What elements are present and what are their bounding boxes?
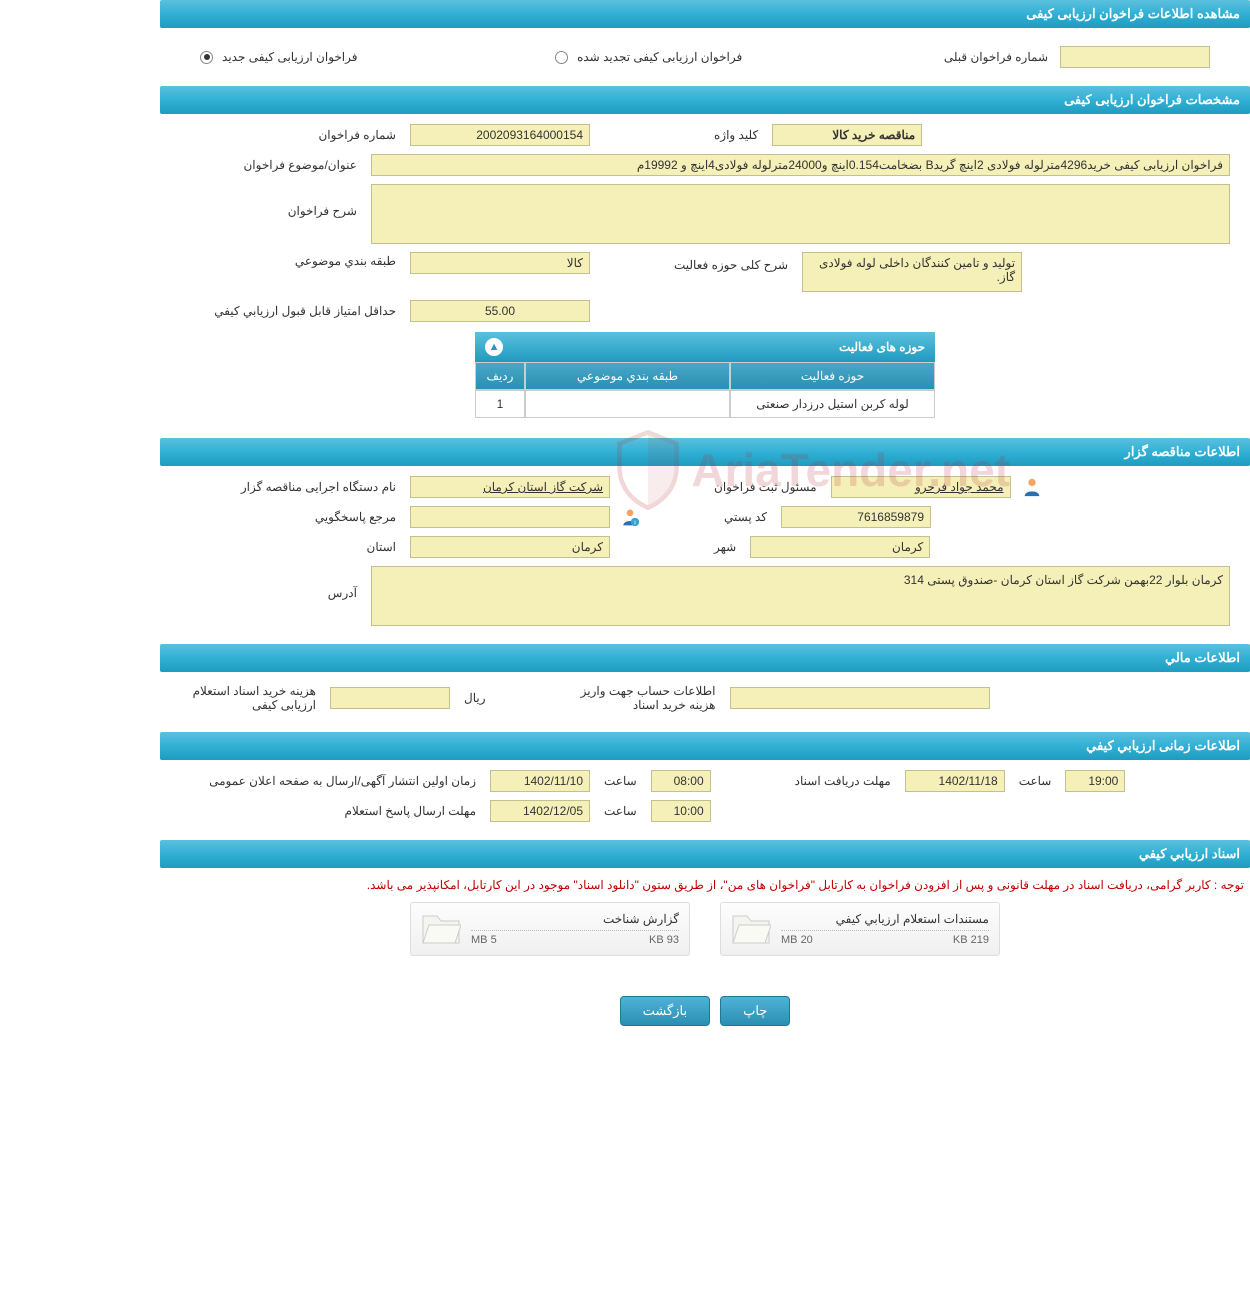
doc-limit: 20 MB — [781, 934, 813, 946]
cost-field — [330, 687, 450, 709]
info-user-icon[interactable]: i — [620, 507, 640, 527]
subject-label: عنوان/موضوع فراخوان — [180, 156, 361, 174]
account-field — [730, 687, 990, 709]
deadline-date-field: 1402/11/18 — [905, 770, 1005, 792]
response-time-word: ساعت — [600, 802, 641, 820]
radio-new-evaluation[interactable]: فراخوان ارزیابی کیفی جدید — [200, 48, 361, 66]
table-row: 1 لوله کربن استیل درزدار صنعتی — [475, 390, 935, 418]
address-label: آدرس — [180, 566, 361, 602]
category-label: طبقه بندي موضوعي — [180, 252, 400, 270]
call-number-field: 2002093164000154 — [410, 124, 590, 146]
print-button[interactable]: چاپ — [720, 996, 790, 1026]
category-field: کالا — [410, 252, 590, 274]
doc-card[interactable]: گزارش شناخت 93 KB 5 MB — [410, 902, 690, 956]
doc-title: گزارش شناخت — [471, 912, 679, 926]
col-category: طبقه بندي موضوعي — [525, 362, 730, 390]
collapse-icon[interactable]: ▲ — [485, 338, 503, 356]
publish-label: زمان اولین انتشار آگهی/ارسال به صفحه اعل… — [180, 772, 480, 790]
radio-renewed-evaluation[interactable]: فراخوان ارزیابی کیفی تجدید شده — [555, 48, 746, 66]
registrar-label: مسئول ثبت فراخوان — [710, 478, 821, 496]
keyword-field: مناقصه خرید کالا — [772, 124, 922, 146]
prev-call-label: شماره فراخوان قبلی — [940, 48, 1052, 66]
subject-field: فراخوان ارزیابی کیفی خرید4296مترلوله فول… — [371, 154, 1230, 176]
doc-limit: 5 MB — [471, 934, 497, 946]
section2-header: مشخصات فراخوان ارزیابی کیفی — [160, 86, 1250, 114]
col-idx: رديف — [475, 362, 525, 390]
org-field[interactable]: شرکت گاز استان کرمان — [410, 476, 610, 498]
prev-call-field — [1060, 46, 1210, 68]
call-number-label: شماره فراخوان — [180, 126, 400, 144]
min-score-label: حداقل امتیاز قابل قبول ارزيابي کيفي — [180, 302, 400, 320]
responder-label: مرجع پاسخگويي — [180, 508, 400, 526]
response-date-field: 1402/12/05 — [490, 800, 590, 822]
section4-header: اطلاعات مالي — [160, 644, 1250, 672]
back-button[interactable]: بازگشت — [620, 996, 710, 1026]
activity-desc-field: تولید و تامین کنندگان داخلی لوله فولادی … — [802, 252, 1022, 292]
response-time-field: 10:00 — [651, 800, 711, 822]
postal-field: 7616859879 — [781, 506, 931, 528]
address-field: کرمان بلوار 22بهمن شرکت گاز استان کرمان … — [371, 566, 1230, 626]
section3-header: اطلاعات مناقصه گزار — [160, 438, 1250, 466]
cell-idx: 1 — [475, 390, 525, 418]
response-label: مهلت ارسال پاسخ استعلام — [180, 802, 480, 820]
activity-table-title: حوزه های فعالیت — [839, 340, 925, 354]
city-field: کرمان — [750, 536, 930, 558]
deadline-time-field: 19:00 — [1065, 770, 1125, 792]
folder-icon — [731, 911, 771, 947]
deadline-label: مهلت دریافت اسناد — [791, 772, 895, 790]
desc-field — [371, 184, 1230, 244]
city-label: شهر — [710, 538, 740, 556]
section1-header: مشاهده اطلاعات فراخوان ارزیابی کیفی — [160, 0, 1250, 28]
cell-category — [525, 390, 730, 418]
deadline-time-word: ساعت — [1015, 772, 1056, 790]
responder-field — [410, 506, 610, 528]
user-icon — [1021, 476, 1043, 498]
radio-dot-checked-icon — [200, 51, 213, 64]
registrar-field[interactable]: محمد جواد فرحرو — [831, 476, 1011, 498]
publish-date-field: 1402/11/10 — [490, 770, 590, 792]
activity-table: حوزه های فعالیت ▲ رديف طبقه بندي موضوعي … — [475, 332, 935, 418]
currency-label: ریال — [460, 689, 490, 707]
section6-header: اسناد ارزيابي کيفي — [160, 840, 1250, 868]
doc-card[interactable]: مستندات استعلام ارزيابي کيفي 219 KB 20 M… — [720, 902, 1000, 956]
postal-label: کد پستي — [720, 508, 771, 526]
folder-icon — [421, 911, 461, 947]
section5-header: اطلاعات زمانی ارزيابي کيفي — [160, 732, 1250, 760]
radio-new-label: فراخوان ارزیابی کیفی جدید — [218, 48, 361, 66]
min-score-field: 55.00 — [410, 300, 590, 322]
province-field: کرمان — [410, 536, 610, 558]
cell-activity: لوله کربن استیل درزدار صنعتی — [730, 390, 935, 418]
activity-desc-label: شرح کلی حوزه فعالیت — [670, 252, 792, 274]
notice-text: توجه : کاربر گرامی، دریافت اسناد در مهلت… — [160, 868, 1250, 902]
account-label: اطلاعات حساب جهت واریز هزینه خرید اسناد — [570, 682, 720, 714]
col-activity: حوزه فعالیت — [730, 362, 935, 390]
province-label: استان — [180, 538, 400, 556]
publish-time-field: 08:00 — [651, 770, 711, 792]
org-label: نام دستگاه اجرایی مناقصه گزار — [180, 478, 400, 496]
radio-dot-icon — [555, 51, 568, 64]
publish-time-word: ساعت — [600, 772, 641, 790]
cost-label: هزینه خرید اسناد استعلام ارزیابی کیفی — [180, 682, 320, 714]
doc-size: 93 KB — [649, 934, 679, 946]
desc-label: شرح فراخوان — [180, 184, 361, 220]
keyword-label: کلید واژه — [710, 126, 762, 144]
doc-title: مستندات استعلام ارزيابي کيفي — [781, 912, 989, 926]
doc-size: 219 KB — [953, 934, 989, 946]
radio-renewed-label: فراخوان ارزیابی کیفی تجدید شده — [573, 48, 746, 66]
